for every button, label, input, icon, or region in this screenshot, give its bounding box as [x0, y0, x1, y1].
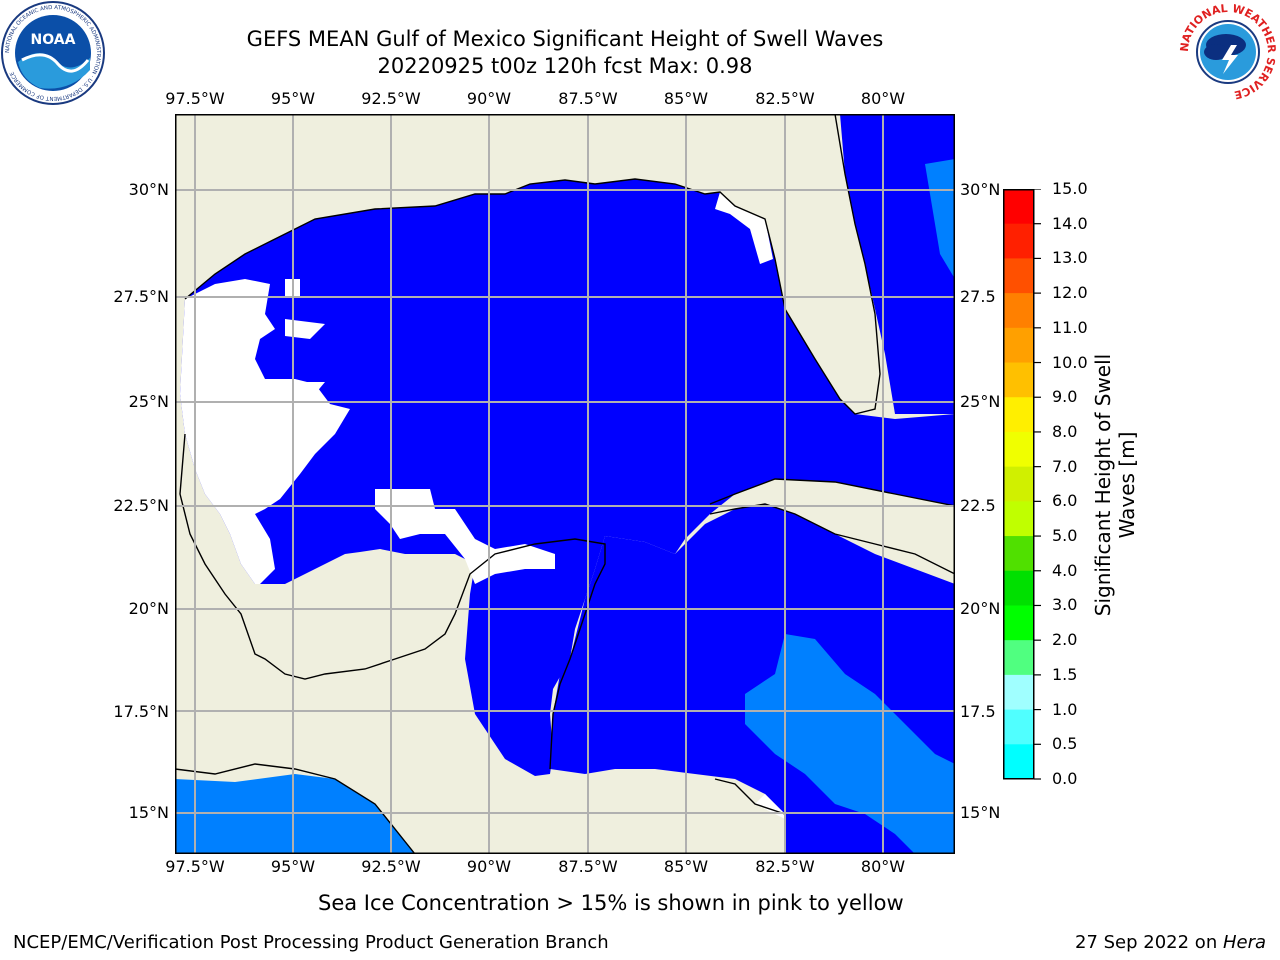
colorbar-tick-label: 0.0	[1052, 769, 1078, 788]
noaa-logo: NATIONAL OCEANIC AND ATMOSPHERIC ADMINIS…	[1, 1, 105, 105]
lat-label: 22.5	[960, 496, 996, 515]
chart-subtitle: 20220925 t00z 120h fcst Max: 0.98	[377, 54, 753, 78]
colorbar-label: Significant Height of Swell Waves [m]	[1091, 353, 1139, 617]
graticule	[175, 114, 955, 854]
lon-label: 95°W	[270, 857, 316, 876]
lon-label: 97.5°W	[165, 89, 225, 108]
colorbar-tick-label: 10.0	[1052, 352, 1088, 372]
lon-label: 87.5°W	[558, 89, 618, 108]
lat-label: 27.5	[960, 287, 996, 306]
lon-label: 85°W	[663, 857, 709, 876]
colorbar-tick-label: 3.0	[1052, 595, 1078, 615]
colorbar-band	[1003, 674, 1034, 711]
lon-label: 82.5°W	[755, 857, 815, 876]
colorbar-band	[1003, 709, 1034, 745]
colorbar-tick-label: 12.0	[1052, 283, 1088, 303]
colorbar-tick-label: 11.0	[1052, 317, 1088, 337]
footer-date: 27 Sep 2022 on Hera	[1075, 932, 1266, 953]
colorbar-band	[1003, 744, 1034, 780]
colorbar-band	[1003, 189, 1034, 225]
colorbar-tick-label: 1.0	[1052, 699, 1078, 719]
footer-date-text: 27 Sep 2022 on	[1075, 932, 1223, 953]
colorbar-band	[1003, 362, 1034, 398]
colorbar-band	[1003, 605, 1034, 641]
gulf-water	[180, 179, 955, 776]
nws-logo: NATIONAL WEATHER SERVICE	[1178, 2, 1278, 102]
lon-label: 92.5°W	[361, 89, 421, 108]
lon-label: 95°W	[270, 89, 316, 108]
lon-label: 92.5°W	[361, 857, 421, 876]
lat-label: 22.5°N	[113, 496, 169, 515]
lon-label: 85°W	[663, 89, 709, 108]
colorbar-tick-label: 7.0	[1052, 456, 1078, 476]
colorbar-band	[1003, 397, 1034, 433]
colorbar-band	[1003, 640, 1034, 676]
colorbar-band	[1003, 570, 1034, 606]
lon-label: 82.5°W	[755, 89, 815, 108]
colorbar-tick-label: 9.0	[1052, 387, 1078, 407]
lon-label: 80°W	[860, 857, 906, 876]
colorbar-tick-label: 14.0	[1052, 213, 1088, 233]
colorbar-tick-label: 4.0	[1052, 560, 1078, 580]
colorbar-band	[1003, 327, 1034, 364]
colorbar-tick-label: 1.5	[1052, 664, 1078, 684]
colorbar-tick-label: 8.0	[1052, 421, 1078, 441]
lat-label: 30°N	[128, 180, 169, 199]
colorbar-tick-label: 13.0	[1052, 248, 1088, 268]
chart-title: GEFS MEAN Gulf of Mexico Significant Hei…	[246, 27, 884, 51]
colorbar-band	[1003, 466, 1034, 502]
lon-label: 80°W	[860, 89, 906, 108]
colorbar	[1003, 189, 1041, 780]
noaa-logo-text: NOAA	[31, 32, 76, 48]
footer-host: Hera	[1222, 932, 1266, 953]
ice-caption: Sea Ice Concentration > 15% is shown in …	[318, 891, 904, 915]
lat-label: 25°N	[128, 392, 169, 411]
colorbar-band	[1003, 431, 1034, 468]
lat-label: 15°N	[128, 803, 169, 822]
lon-label: 90°W	[466, 857, 512, 876]
colorbar-tick-label: 2.0	[1052, 630, 1078, 650]
lon-label: 90°W	[466, 89, 512, 108]
colorbar-tick-label: 6.0	[1052, 491, 1078, 511]
colorbar-tick-label: 5.0	[1052, 526, 1078, 546]
colorbar-band	[1003, 501, 1034, 537]
lat-label: 17.5°N	[113, 702, 169, 721]
lat-label: 30°N	[960, 180, 1001, 199]
colorbar-band	[1003, 258, 1034, 294]
no-data-area	[180, 279, 350, 584]
lat-label: 20°N	[960, 599, 1001, 618]
lat-label: 17.5	[960, 702, 996, 721]
lat-label: 20°N	[128, 599, 169, 618]
map-frame	[175, 114, 955, 854]
lon-label: 87.5°W	[558, 857, 618, 876]
lat-label: 27.5°N	[113, 287, 169, 306]
swell-region	[745, 634, 955, 854]
colorbar-band	[1003, 223, 1034, 259]
lat-label: 15°N	[960, 803, 1001, 822]
footer-credit: NCEP/EMC/Verification Post Processing Pr…	[13, 932, 609, 953]
lat-label: 25°N	[960, 392, 1001, 411]
colorbar-band	[1003, 293, 1034, 329]
colorbar-tick-label: 15.0	[1052, 179, 1088, 198]
gulf-map	[175, 114, 955, 854]
colorbar-tick-label: 0.5	[1052, 734, 1078, 754]
colorbar-band	[1003, 536, 1034, 572]
lon-label: 97.5°W	[165, 857, 225, 876]
